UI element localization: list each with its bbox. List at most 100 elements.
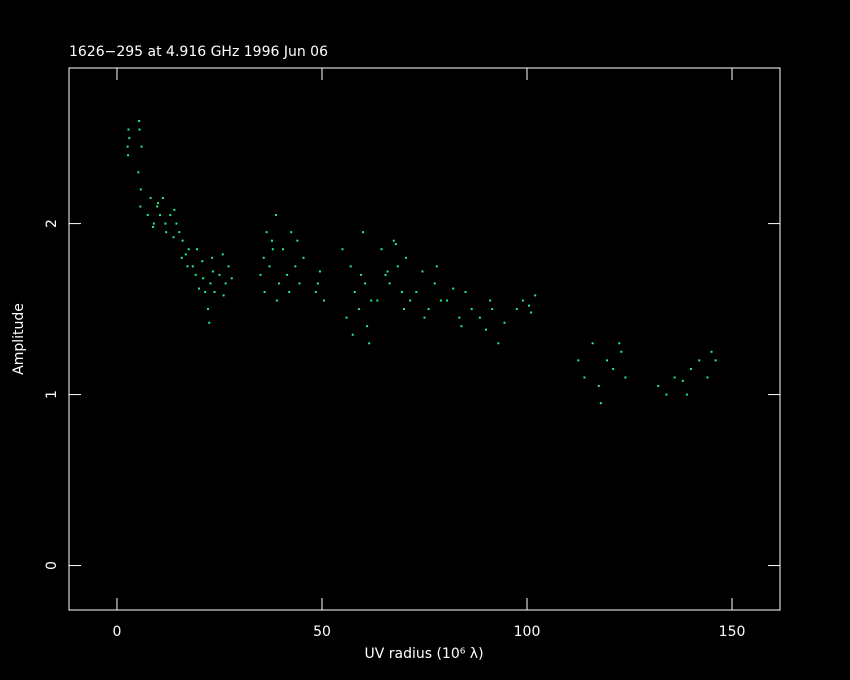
point [270, 239, 273, 242]
point [207, 308, 210, 311]
point [685, 393, 688, 396]
point [577, 359, 580, 362]
point [402, 308, 405, 311]
point [175, 222, 178, 225]
point [204, 290, 207, 293]
point [388, 282, 391, 285]
point [259, 273, 262, 276]
point [164, 222, 167, 225]
point [318, 270, 321, 273]
point [146, 214, 149, 217]
point [681, 379, 684, 382]
point [341, 248, 344, 251]
point [405, 256, 408, 259]
x-tick-label: 100 [514, 624, 541, 640]
point [349, 265, 352, 268]
point [380, 248, 383, 251]
point [156, 202, 159, 205]
point [128, 137, 131, 140]
point [452, 287, 455, 290]
point [262, 256, 265, 259]
point [275, 214, 278, 217]
point [394, 243, 397, 246]
point [392, 239, 395, 242]
point [530, 311, 533, 314]
point [657, 385, 660, 388]
point [288, 290, 291, 293]
point [534, 294, 537, 297]
point [282, 248, 285, 251]
point [271, 248, 274, 251]
point [433, 282, 436, 285]
point [368, 342, 371, 345]
point [286, 273, 289, 276]
point [139, 205, 142, 208]
point [138, 128, 141, 131]
point [201, 260, 204, 263]
point [497, 342, 500, 345]
point [156, 205, 159, 208]
point [357, 308, 360, 311]
point [298, 282, 301, 285]
point [173, 208, 176, 211]
point [690, 367, 693, 370]
point [620, 350, 623, 353]
point [138, 120, 141, 123]
point [277, 282, 280, 285]
point [323, 299, 326, 302]
point [710, 350, 713, 353]
point [515, 308, 518, 311]
point [224, 282, 227, 285]
point [361, 231, 364, 234]
point [165, 231, 168, 234]
point [127, 128, 130, 131]
point [698, 359, 701, 362]
point [140, 145, 143, 148]
y-tick-label: 2 [44, 219, 60, 228]
point [599, 402, 602, 405]
point [314, 290, 317, 293]
point [485, 328, 488, 331]
x-tick-label: 50 [313, 624, 331, 640]
point [222, 294, 225, 297]
point [376, 299, 379, 302]
point [195, 248, 198, 251]
y-axis-label: Amplitude [11, 303, 27, 375]
point [446, 299, 449, 302]
point [435, 265, 438, 268]
point [218, 273, 221, 276]
point [194, 273, 197, 276]
point [384, 273, 387, 276]
point [400, 290, 403, 293]
point [478, 316, 481, 319]
point [353, 290, 356, 293]
point [583, 376, 586, 379]
point [227, 265, 230, 268]
point [126, 145, 129, 148]
point [137, 171, 140, 174]
point [364, 282, 367, 285]
point [152, 226, 155, 229]
point [127, 154, 130, 157]
chart-title: 1626−295 at 4.916 GHz 1996 Jun 06 [69, 44, 328, 60]
point [415, 290, 418, 293]
point [211, 256, 214, 259]
point [605, 359, 608, 362]
point [268, 265, 271, 268]
point [470, 308, 473, 311]
point [491, 308, 494, 311]
point [290, 231, 293, 234]
point [439, 299, 442, 302]
y-tick-label: 0 [44, 561, 60, 570]
point [181, 239, 184, 242]
point [208, 321, 211, 324]
point [464, 290, 467, 293]
plot-frame [68, 67, 781, 611]
point [180, 256, 183, 259]
point [714, 359, 717, 362]
point [221, 253, 224, 256]
point [172, 236, 175, 239]
point [186, 265, 189, 268]
point [366, 325, 369, 328]
point [396, 265, 399, 268]
